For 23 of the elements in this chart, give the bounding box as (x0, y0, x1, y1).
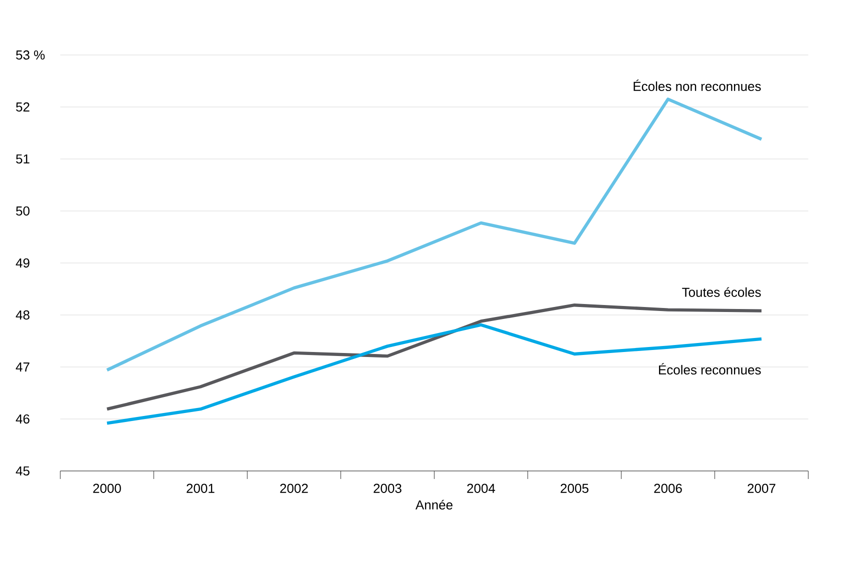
y-tick-label: 47 (16, 362, 30, 372)
y-tick-label: 50 (16, 206, 30, 216)
x-tick-label: 2001 (186, 484, 214, 493)
x-tick-label: 2004 (467, 484, 496, 493)
x-tick-label: 2005 (560, 484, 588, 493)
series-label: Toutes écoles (682, 287, 761, 297)
line-series (105, 323, 764, 425)
x-tick-label: 2000 (93, 484, 121, 493)
series-label: Écoles reconnues (659, 363, 761, 375)
x-tick-label: 2006 (654, 484, 682, 493)
series-label: Écoles non reconnues (634, 80, 761, 91)
y-tick-label: 46 (16, 414, 30, 424)
y-tick-label: 48 (16, 310, 30, 320)
x-tick-label: 2007 (748, 484, 776, 493)
x-tick-label: 2003 (374, 484, 402, 493)
y-tick-label: 51 (16, 154, 30, 164)
x-tick-label: 2002 (280, 484, 308, 493)
y-tick-label: 45 (16, 466, 30, 476)
y-tick-label: 49 (16, 258, 30, 268)
line-series (105, 304, 764, 411)
y-tick-label: 52 (16, 102, 30, 112)
y-tick-label: 53 % (16, 50, 45, 60)
x-axis-title: Année (415, 500, 452, 510)
